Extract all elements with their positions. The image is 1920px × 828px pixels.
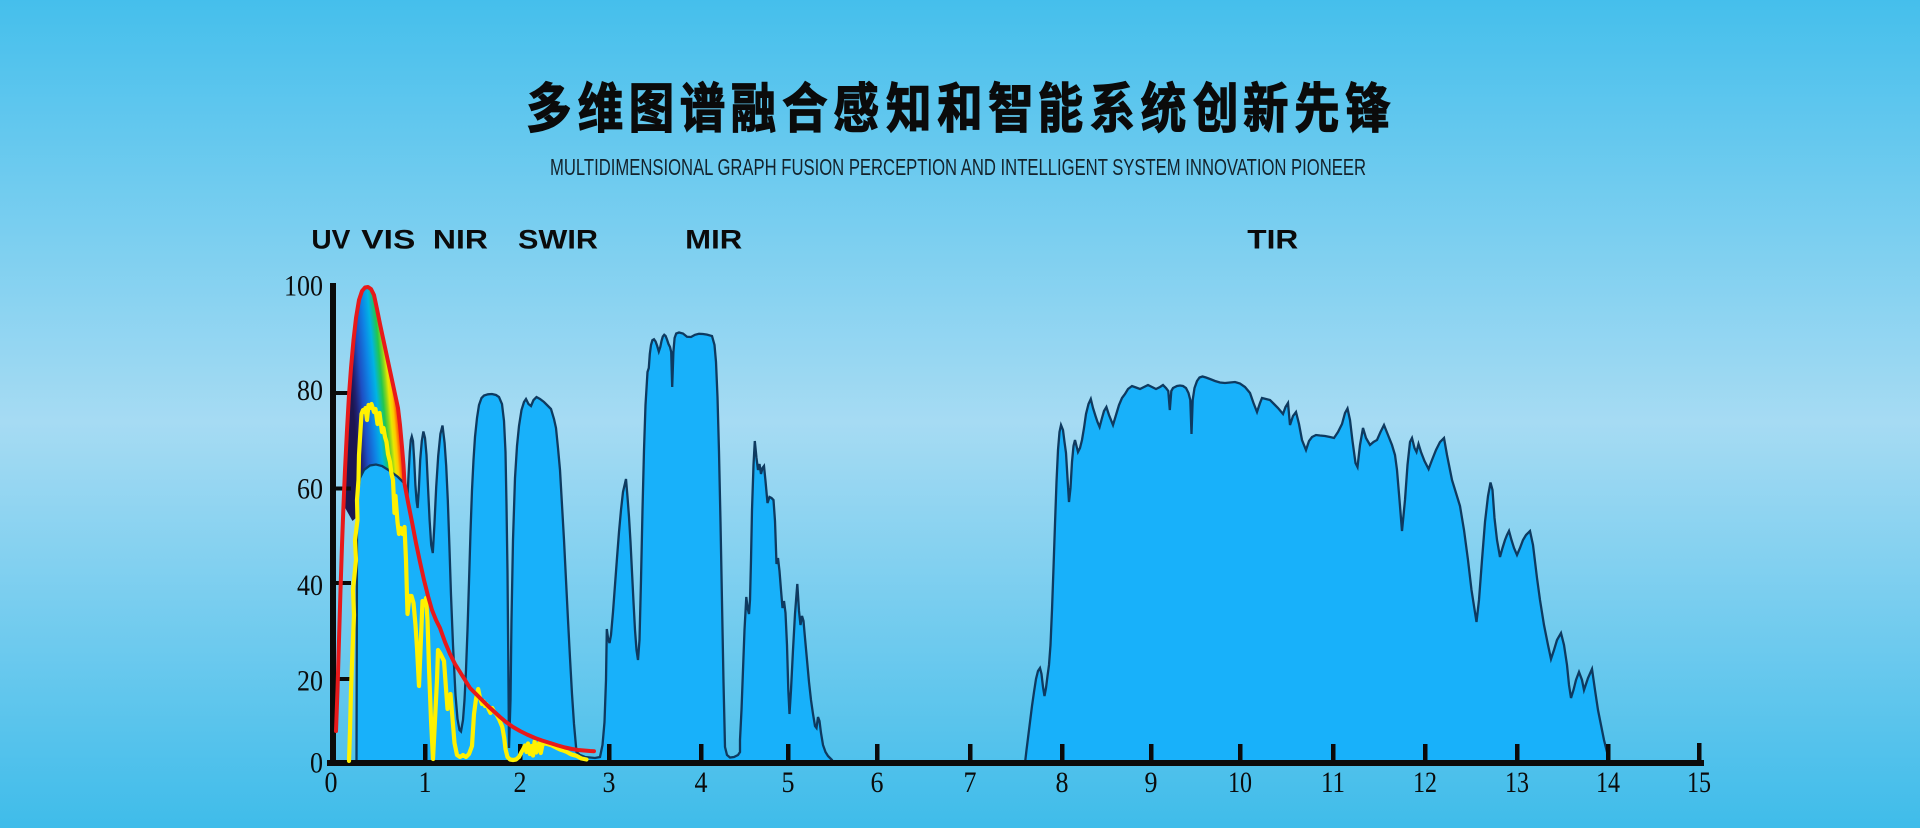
svg-text:80: 80	[297, 374, 323, 407]
svg-text:13: 13	[1505, 766, 1529, 799]
svg-text:2: 2	[514, 766, 527, 799]
svg-text:3: 3	[603, 766, 616, 799]
svg-text:100: 100	[284, 270, 323, 303]
svg-text:10: 10	[1228, 766, 1252, 799]
svg-text:VIS: VIS	[361, 225, 415, 255]
svg-text:9: 9	[1145, 766, 1158, 799]
svg-text:15: 15	[1687, 766, 1711, 799]
svg-text:UV: UV	[311, 225, 350, 255]
svg-text:MIR: MIR	[685, 225, 742, 255]
svg-text:4: 4	[695, 766, 708, 799]
svg-text:11: 11	[1321, 766, 1345, 799]
svg-text:8: 8	[1056, 766, 1069, 799]
svg-text:0: 0	[325, 766, 338, 799]
svg-text:1: 1	[419, 766, 432, 799]
svg-text:12: 12	[1413, 766, 1437, 799]
svg-text:20: 20	[297, 665, 323, 698]
svg-text:0: 0	[310, 747, 323, 780]
svg-text:MULTIDIMENSIONAL GRAPH FUSION: MULTIDIMENSIONAL GRAPH FUSION PERCEPTION…	[550, 154, 1366, 180]
svg-text:40: 40	[297, 569, 323, 602]
svg-text:6: 6	[871, 766, 884, 799]
svg-text:5: 5	[782, 766, 795, 799]
svg-text:NIR: NIR	[433, 225, 488, 255]
svg-text:SWIR: SWIR	[518, 225, 598, 255]
svg-text:14: 14	[1596, 766, 1620, 799]
svg-text:TIR: TIR	[1247, 225, 1298, 255]
svg-text:60: 60	[297, 473, 323, 506]
svg-text:7: 7	[964, 766, 977, 799]
